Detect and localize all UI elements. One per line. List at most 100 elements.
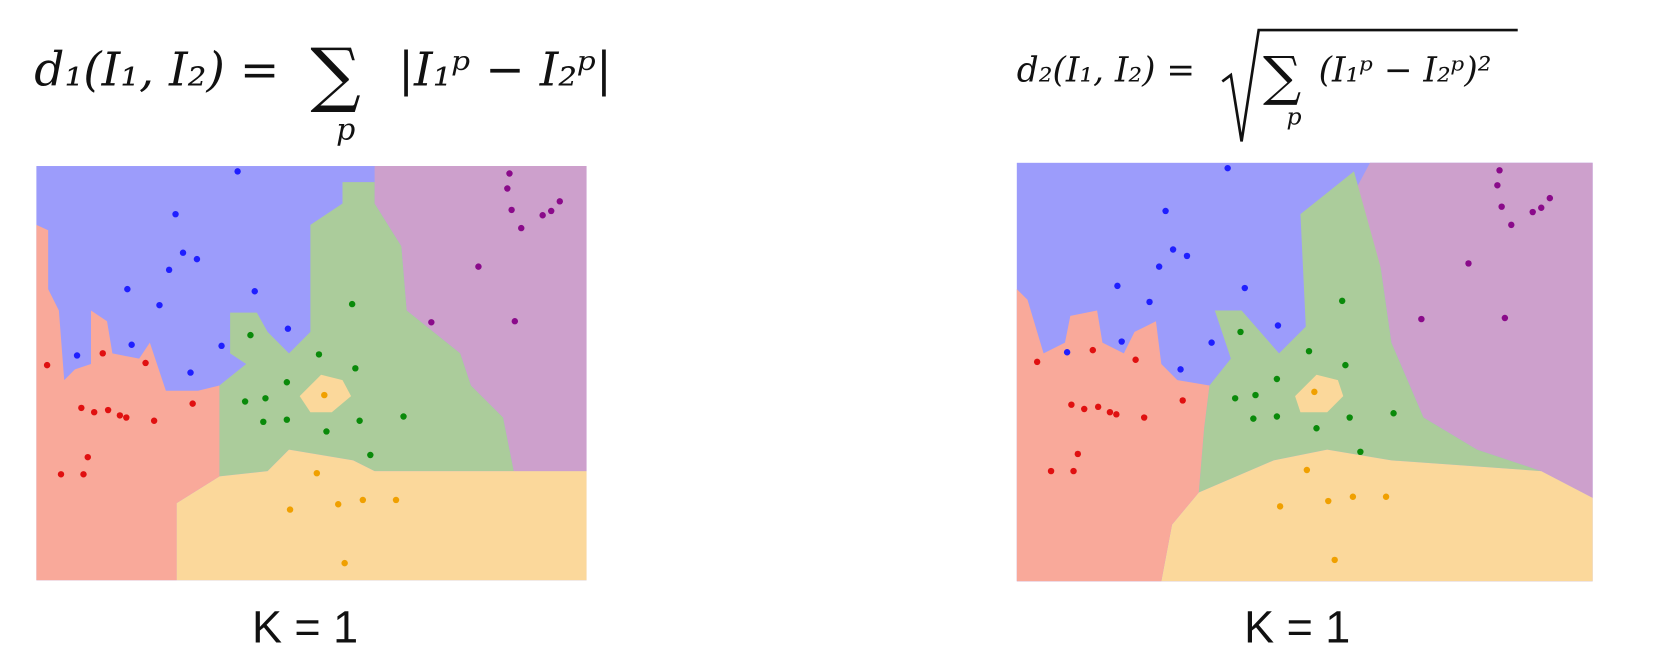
sample-point: [260, 418, 267, 426]
sample-point: [392, 496, 400, 504]
sample-point: [1074, 450, 1082, 458]
sample-point: [1114, 282, 1121, 290]
sample-point: [1146, 298, 1153, 306]
sample-point: [1118, 338, 1125, 345]
formula-body: |I₁ᵖ − I₂ᵖ|: [398, 43, 612, 98]
sample-point: [1390, 410, 1397, 417]
sample-point: [1252, 391, 1259, 399]
sample-point: [359, 496, 367, 504]
sample-point: [1140, 414, 1148, 421]
caption: K = 1: [1244, 601, 1350, 651]
sample-point: [99, 350, 106, 357]
sample-point: [1113, 411, 1120, 418]
formula-body: (I₁ᵖ − I₂ᵖ)²: [1319, 50, 1492, 90]
sample-point: [1538, 204, 1545, 211]
sample-point: [1162, 207, 1169, 215]
sample-point: [506, 170, 513, 177]
sample-point: [1529, 208, 1536, 216]
region-red: [1016, 289, 1210, 582]
sample-point: [116, 412, 124, 419]
sample-point: [1169, 246, 1177, 253]
sample-point: [1155, 263, 1163, 270]
sample-point: [1132, 356, 1139, 363]
sample-point: [193, 255, 201, 263]
region-green: [1198, 171, 1542, 493]
sample-point: [1237, 328, 1244, 336]
sample-point: [241, 398, 249, 405]
sample-point: [165, 266, 173, 274]
formula-operator: ∑: [310, 33, 360, 116]
sample-point: [1183, 252, 1191, 260]
sample-point: [262, 395, 269, 402]
sample-point: [1357, 448, 1364, 456]
sample-point: [352, 365, 359, 372]
sample-point: [1311, 388, 1318, 396]
formula-lhs: d₂(I₁, I₂) =: [1017, 50, 1195, 90]
sample-point: [1501, 314, 1509, 322]
sample-point: [1342, 361, 1349, 369]
region-orange: [176, 449, 587, 581]
sample-point: [284, 325, 292, 332]
region-orange: [1295, 374, 1344, 413]
sample-point: [341, 559, 348, 567]
sample-point: [1063, 349, 1071, 356]
right-panel: d₂(I₁, I₂) = ∑ p (I₁ᵖ − I₂ᵖ)² K = 1: [1016, 28, 1593, 651]
sample-point: [1498, 203, 1505, 210]
sample-point: [90, 408, 98, 416]
decision-plot: [1016, 162, 1593, 582]
sample-point: [508, 206, 515, 214]
sample-point: [1274, 322, 1282, 329]
sample-point: [1508, 221, 1515, 229]
sample-point: [511, 318, 519, 325]
region-purple: [1353, 162, 1593, 498]
sample-point: [348, 300, 356, 308]
sample-point: [1273, 375, 1281, 383]
sample-point: [400, 413, 407, 420]
sample-point: [1208, 339, 1215, 346]
sample-point: [315, 351, 323, 358]
sample-point: [1546, 194, 1554, 202]
sample-point: [43, 361, 51, 369]
sample-point: [1081, 405, 1088, 413]
sample-point: [475, 263, 482, 270]
sample-point: [1349, 493, 1357, 500]
region-green: [219, 182, 514, 477]
sample-point: [251, 288, 258, 295]
decision-plot: [36, 166, 587, 581]
sample-point: [1338, 297, 1346, 305]
sample-point: [504, 185, 511, 192]
sample-point: [1179, 397, 1186, 404]
sample-point: [1303, 466, 1311, 474]
sample-point: [150, 417, 158, 424]
sample-point: [189, 400, 196, 407]
sample-point: [104, 406, 112, 414]
sample-point: [367, 451, 374, 459]
sample-point: [1094, 403, 1102, 411]
sample-point: [1382, 493, 1390, 500]
sample-point: [1068, 401, 1075, 408]
sample-point: [1070, 467, 1077, 475]
sample-point: [78, 404, 85, 412]
sample-point: [179, 249, 187, 256]
sample-point: [187, 369, 194, 376]
sample-point: [428, 319, 435, 326]
formula-index: p: [1287, 102, 1302, 130]
sample-point: [218, 342, 225, 350]
sample-point: [556, 198, 563, 205]
sample-point: [247, 331, 254, 339]
sample-point: [1047, 467, 1055, 475]
sample-point: [1224, 164, 1231, 172]
sample-point: [1089, 346, 1097, 354]
sample-point: [283, 416, 291, 423]
sample-point: [321, 391, 328, 399]
sample-point: [1033, 358, 1041, 366]
sample-point: [283, 379, 291, 386]
sample-point: [1465, 260, 1472, 267]
sample-point: [1250, 415, 1257, 422]
region-purple: [374, 166, 587, 472]
sample-point: [548, 207, 555, 215]
caption: K = 1: [252, 601, 358, 651]
formula-lhs: d₁(I₁, I₂) =: [34, 43, 279, 98]
sample-point: [128, 341, 135, 348]
